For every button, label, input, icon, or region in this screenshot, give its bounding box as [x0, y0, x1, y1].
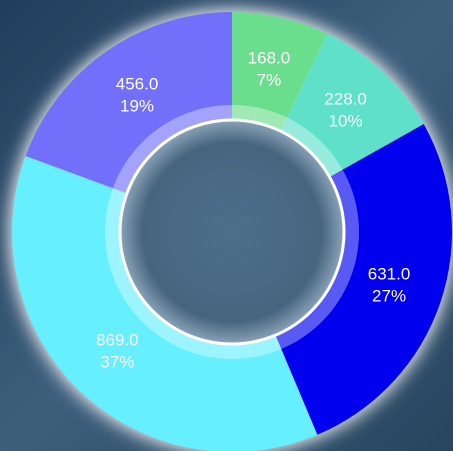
percent-label: 19%	[120, 96, 154, 115]
value-label: 168.0	[248, 49, 291, 68]
percent-label: 7%	[257, 71, 282, 90]
slice	[280, 33, 424, 178]
donut-hole	[118, 118, 346, 346]
slice	[232, 12, 328, 132]
slices	[12, 12, 452, 451]
value-label: 456.0	[116, 74, 159, 93]
percent-label: 10%	[329, 111, 363, 130]
slice	[275, 124, 452, 435]
labels: 168.0 7% 228.0 10% 631.0 27% 869.0 37% 456.0 19%	[96, 49, 410, 372]
value-label: 631.0	[368, 264, 411, 283]
slice	[25, 12, 233, 194]
slice	[12, 156, 318, 451]
percent-label: 37%	[100, 352, 134, 371]
value-label: 869.0	[96, 330, 139, 349]
value-label: 228.0	[324, 89, 367, 108]
percent-label: 27%	[372, 286, 406, 305]
inner-ring	[105, 105, 359, 359]
